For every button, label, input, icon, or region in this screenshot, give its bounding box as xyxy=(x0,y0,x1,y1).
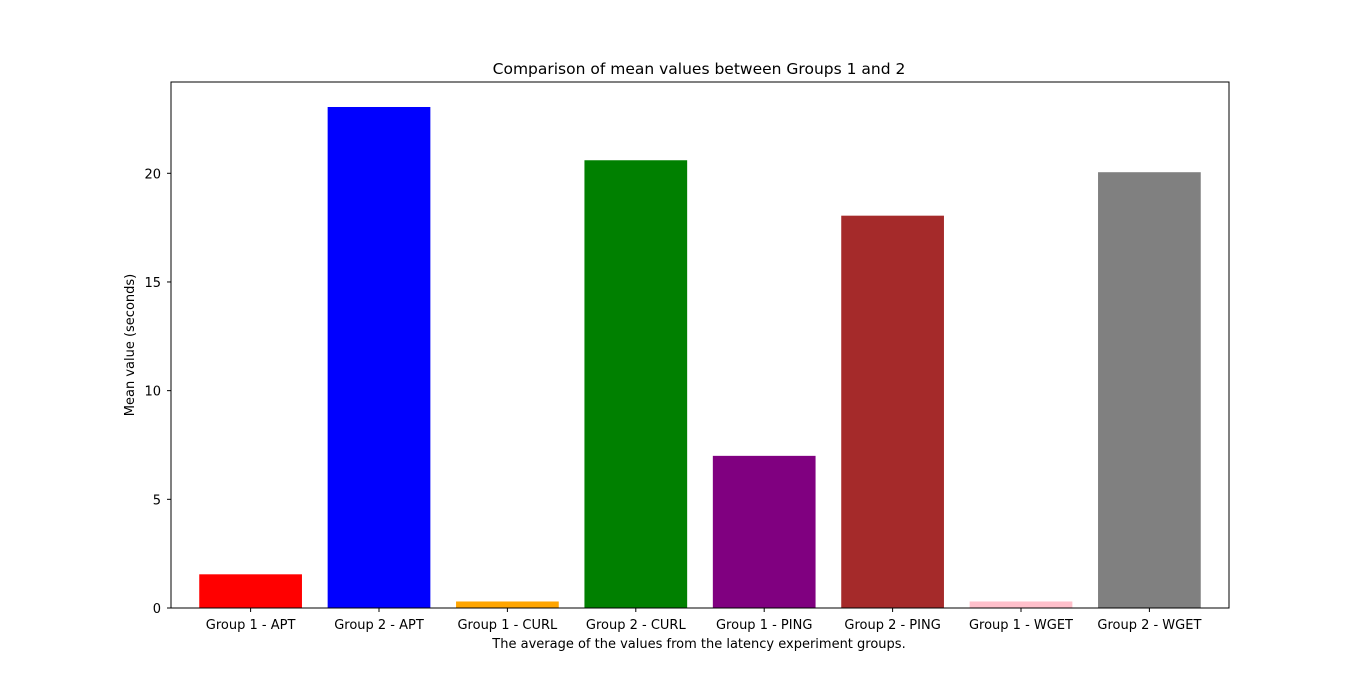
y-axis-label: Mean value (seconds) xyxy=(123,274,138,416)
bar-group-1-apt xyxy=(199,574,302,608)
y-tick-label: 5 xyxy=(153,493,161,508)
x-tick-label: Group 2 - WGET xyxy=(1097,618,1201,633)
bar-group-1-ping xyxy=(712,455,816,608)
x-tick-label: Group 1 - APT xyxy=(206,618,296,633)
bar-group-2-wget xyxy=(1098,172,1201,608)
bar-group-2-apt xyxy=(327,106,431,609)
y-tick-label: 20 xyxy=(144,167,161,182)
y-tick-label: 10 xyxy=(144,385,161,400)
bars-group xyxy=(199,106,1201,609)
bar-group-1-wget xyxy=(969,601,1073,608)
x-axis-ticks: Group 1 - APT Group 2 - APT Group 1 - CURL… xyxy=(206,608,1201,633)
x-tick-label: Group 2 - PING xyxy=(844,618,940,633)
y-axis-ticks: 0 5 10 15 20 xyxy=(144,167,171,617)
bar-group-1-curl xyxy=(456,601,559,608)
bar-group-2-curl xyxy=(584,160,688,609)
x-tick-label: Group 2 - APT xyxy=(334,618,424,633)
x-tick-label: Group 1 - CURL xyxy=(457,618,558,633)
x-axis-label: The average of the values from the laten… xyxy=(491,637,905,652)
plot-frame xyxy=(170,81,1230,609)
y-tick-label: 0 xyxy=(153,602,161,617)
bar-group-2-ping xyxy=(841,215,944,608)
x-tick-label: Group 2 - CURL xyxy=(586,618,687,633)
y-tick-label: 15 xyxy=(144,276,161,291)
x-tick-label: Group 1 - PING xyxy=(716,618,812,633)
chart-title: Comparison of mean values between Groups… xyxy=(493,60,906,78)
x-tick-label: Group 1 - WGET xyxy=(969,618,1073,633)
